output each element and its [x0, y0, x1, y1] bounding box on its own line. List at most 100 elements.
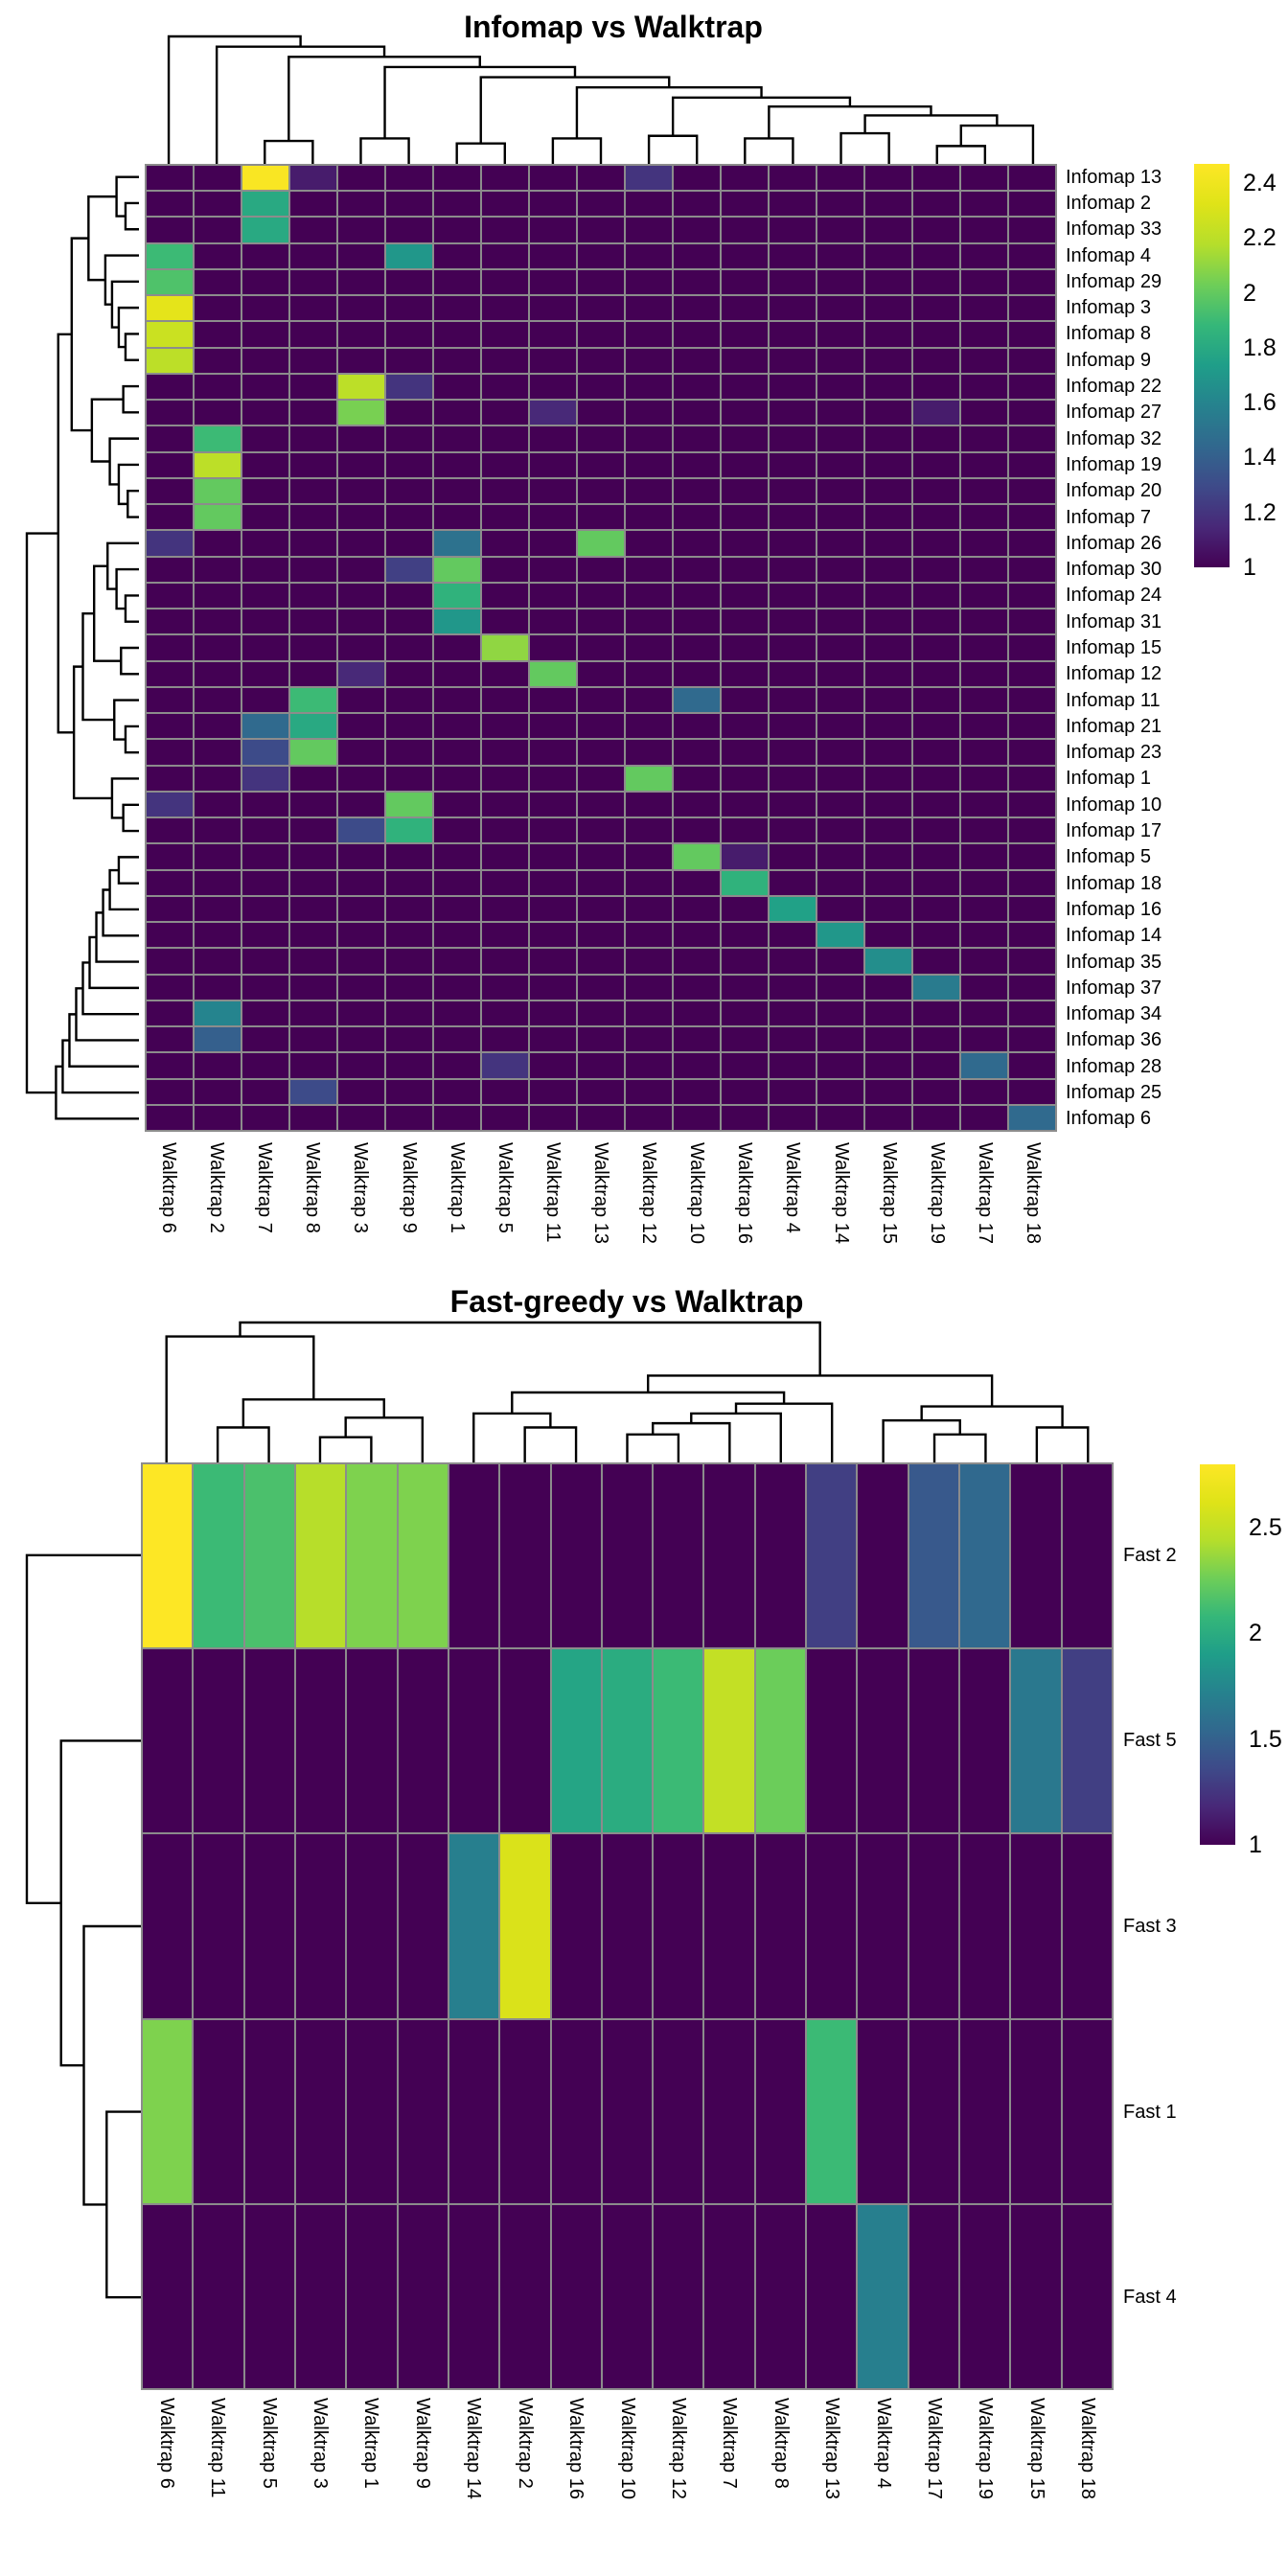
heatmap-cell	[386, 374, 432, 400]
heatmap-cell	[722, 1079, 768, 1104]
colorbar-tick-label: 1.6	[1243, 389, 1276, 416]
heatmap-cell	[1009, 296, 1055, 321]
row-label: Infomap 14	[1066, 925, 1162, 946]
heatmap-cell	[913, 635, 959, 660]
heatmap-cell	[961, 1027, 1007, 1052]
heatmap-cell	[913, 269, 959, 295]
heatmap-cell	[578, 531, 624, 556]
heatmap-cell	[674, 296, 720, 321]
heatmap-cell	[674, 844, 720, 869]
heatmap-cell	[722, 348, 768, 373]
heatmap-cell	[722, 687, 768, 713]
heatmap-cell	[817, 975, 863, 1000]
heatmap-cell	[1009, 269, 1055, 295]
heatmap-cell	[817, 1027, 863, 1052]
heatmap-cell	[500, 2019, 550, 2203]
heatmap-cell	[147, 766, 193, 791]
col-label: Walktrap 13	[821, 2398, 842, 2499]
heatmap-cell	[913, 1053, 959, 1078]
heatmap-cell	[242, 714, 288, 739]
heatmap-cell	[960, 1464, 1010, 1648]
heatmap-cell	[147, 610, 193, 634]
heatmap-cell	[865, 243, 911, 268]
heatmap-cell	[626, 531, 672, 556]
heatmap-cell	[654, 1834, 703, 2018]
heatmap-cell	[755, 1649, 806, 1833]
heatmap-cell	[817, 374, 863, 400]
heatmap-cell	[434, 1105, 480, 1130]
heatmap-cell	[338, 296, 384, 321]
heatmap-cell	[913, 296, 959, 321]
heatmap-cell	[242, 401, 288, 426]
col-label: Walktrap 19	[927, 1142, 948, 1244]
heatmap-cell	[674, 1079, 720, 1104]
heatmap-cell	[530, 452, 576, 477]
heatmap-cell	[1009, 870, 1055, 895]
heatmap-cell	[530, 1105, 576, 1130]
row-label: Infomap 12	[1066, 663, 1162, 684]
heatmap-cell	[290, 531, 336, 556]
heatmap-cell	[770, 583, 816, 609]
heatmap-cell	[602, 2204, 653, 2388]
heatmap-cell	[482, 610, 528, 634]
heatmap-cell	[961, 792, 1007, 817]
heatmap-cell	[865, 975, 911, 1000]
heatmap-cell	[338, 1000, 384, 1026]
heatmap-cell	[865, 1000, 911, 1026]
heatmap-cell	[722, 322, 768, 347]
heatmap-cell	[1009, 218, 1055, 242]
heatmap-cell	[626, 269, 672, 295]
row-label: Infomap 8	[1066, 323, 1151, 344]
heatmap-cell	[1009, 923, 1055, 948]
heatmap-cell	[434, 687, 480, 713]
heatmap-cell	[865, 557, 911, 582]
heatmap-cell	[147, 844, 193, 869]
heatmap-cell	[530, 1053, 576, 1078]
heatmap-cell	[817, 844, 863, 869]
heatmap-cell	[195, 401, 241, 426]
heatmap-cell	[722, 610, 768, 634]
heatmap-cell	[147, 949, 193, 974]
heatmap-cell	[674, 243, 720, 268]
heatmap-cell	[770, 243, 816, 268]
heatmap-cell	[398, 2204, 448, 2388]
colorbar-tick-label: 1.4	[1243, 444, 1276, 471]
heatmap-cell	[722, 635, 768, 660]
heatmap-cell	[578, 1000, 624, 1026]
row-label: Infomap 18	[1066, 873, 1162, 894]
heatmap-cell	[147, 792, 193, 817]
heatmap-cell	[865, 870, 911, 895]
heatmap-cell	[347, 1834, 397, 2018]
heatmap-cell	[482, 1105, 528, 1130]
heatmap-cell	[865, 844, 911, 869]
heatmap-cell	[674, 870, 720, 895]
heatmap-cell	[626, 818, 672, 843]
heatmap-cell	[770, 269, 816, 295]
heatmap-cell	[817, 1105, 863, 1130]
heatmap-cell	[530, 531, 576, 556]
heatmap-cell	[626, 322, 672, 347]
heatmap-cell	[1009, 1027, 1055, 1052]
heatmap-cell	[807, 1834, 857, 2018]
heatmap-cell	[674, 322, 720, 347]
heatmap-cell	[722, 1053, 768, 1078]
heatmap-cell	[147, 1000, 193, 1026]
heatmap-cell	[578, 348, 624, 373]
heatmap-cell	[817, 870, 863, 895]
heatmap-cell	[338, 1079, 384, 1104]
heatmap-cell	[386, 844, 432, 869]
heatmap-cell	[961, 1053, 1007, 1078]
heatmap-cell	[338, 870, 384, 895]
heatmap-cell	[398, 1649, 448, 1833]
heatmap-cell	[626, 374, 672, 400]
heatmap-cell	[143, 1834, 193, 2018]
colorbar-legend	[1194, 164, 1230, 567]
heatmap-cell	[338, 610, 384, 634]
heatmap-cell	[195, 896, 241, 922]
col-label: Walktrap 17	[975, 1142, 996, 1244]
heatmap-cell	[195, 348, 241, 373]
heatmap-cell	[434, 531, 480, 556]
heatmap-cell	[722, 557, 768, 582]
heatmap-cell	[290, 374, 336, 400]
heatmap-cell	[654, 2204, 703, 2388]
